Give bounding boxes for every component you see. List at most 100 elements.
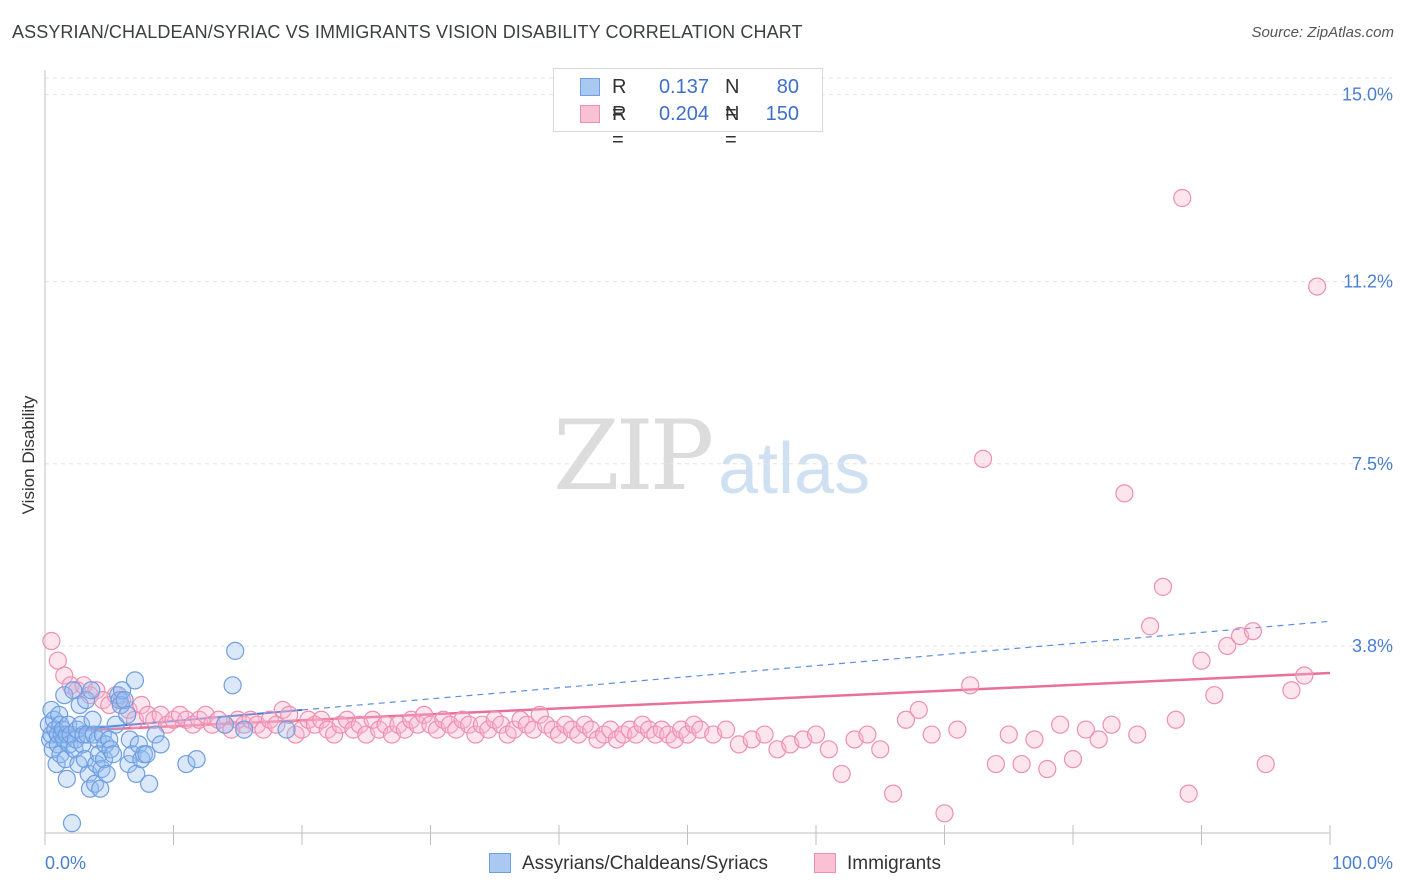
point-immigrants bbox=[1153, 577, 1173, 596]
point-immigrants bbox=[1076, 720, 1095, 739]
point-immigrants bbox=[42, 631, 61, 651]
y-axis-label: Vision Disability bbox=[19, 395, 38, 514]
watermark-zip: ZIP bbox=[553, 400, 714, 512]
point-assyrians bbox=[77, 690, 96, 710]
legend-swatch-assyrians bbox=[489, 853, 511, 873]
point-immigrants bbox=[716, 720, 736, 739]
point-immigrants bbox=[922, 725, 941, 744]
point-immigrants bbox=[1038, 759, 1057, 779]
point-assyrians bbox=[75, 750, 94, 769]
correlation-stats-box: R = 0.137 N = 80 R = 0.204 N = 150 bbox=[553, 68, 823, 151]
stats-n-label: N = bbox=[725, 103, 740, 151]
point-assyrians bbox=[146, 725, 165, 744]
point-immigrants bbox=[408, 715, 427, 734]
point-assyrians bbox=[177, 754, 196, 774]
point-immigrants bbox=[1179, 784, 1198, 803]
x-tick-label-start: 0.0% bbox=[45, 853, 86, 873]
legend-label-assyrians: Assyrians/Chaldeans/Syriacs bbox=[522, 853, 769, 874]
stats-n-value: 150 bbox=[765, 103, 799, 125]
source-label: Source: ZipAtlas.com bbox=[1251, 24, 1394, 41]
point-assyrians bbox=[187, 750, 206, 769]
point-immigrants bbox=[883, 784, 903, 803]
point-assyrians bbox=[55, 686, 74, 705]
point-immigrants bbox=[1012, 754, 1031, 774]
point-immigrants bbox=[1140, 617, 1160, 636]
point-immigrants bbox=[909, 700, 928, 720]
point-assyrians bbox=[137, 745, 156, 764]
point-assyrians bbox=[139, 774, 159, 793]
point-immigrants bbox=[530, 705, 549, 724]
point-immigrants bbox=[376, 715, 395, 734]
point-immigrants bbox=[1115, 484, 1134, 503]
trend-line-assyrians-dashed bbox=[301, 620, 1331, 711]
point-assyrians bbox=[115, 690, 134, 710]
x-tick-label-end: 100.0% bbox=[1332, 853, 1393, 873]
point-assyrians bbox=[277, 720, 296, 739]
point-immigrants bbox=[1218, 636, 1237, 656]
data-points bbox=[39, 188, 1327, 833]
point-immigrants bbox=[1256, 754, 1275, 774]
grid-lines bbox=[45, 77, 1392, 647]
legend-swatch-immigrants bbox=[814, 853, 836, 873]
point-assyrians bbox=[47, 754, 66, 774]
point-immigrants bbox=[1025, 730, 1044, 749]
point-immigrants bbox=[1205, 686, 1224, 705]
point-immigrants bbox=[948, 720, 967, 739]
point-immigrants bbox=[1166, 710, 1185, 729]
axis-labels: 3.8% 7.5% 11.2% 15.0% 0.0% 100.0% Vision Disab… bbox=[19, 85, 1393, 873]
point-immigrants bbox=[1243, 622, 1263, 641]
point-immigrants bbox=[1128, 725, 1147, 744]
y-tick-label: 7.5% bbox=[1352, 454, 1393, 474]
stats-n-label: N = bbox=[725, 76, 740, 124]
point-assyrians bbox=[89, 745, 109, 764]
point-assyrians bbox=[82, 681, 101, 700]
point-assyrians bbox=[125, 671, 145, 690]
point-assyrians bbox=[104, 745, 123, 764]
point-immigrants bbox=[1295, 666, 1314, 685]
legend: Assyrians/Chaldeans/Syriacs Immigrants bbox=[0, 852, 1406, 878]
point-immigrants bbox=[755, 725, 774, 744]
point-immigrants bbox=[459, 715, 479, 734]
axes bbox=[44, 70, 1331, 845]
point-immigrants bbox=[896, 710, 916, 729]
point-assyrians bbox=[97, 764, 116, 784]
point-assyrians bbox=[235, 720, 254, 739]
point-assyrians bbox=[83, 710, 102, 729]
point-immigrants bbox=[806, 725, 826, 744]
point-assyrians bbox=[132, 750, 151, 769]
stats-r-value: 0.137 bbox=[658, 76, 709, 98]
point-immigrants bbox=[1192, 651, 1211, 670]
watermark-atlas: atlas bbox=[718, 429, 871, 509]
y-tick-label: 11.2% bbox=[1343, 272, 1393, 292]
point-assyrians bbox=[95, 750, 114, 769]
point-assyrians bbox=[215, 715, 234, 734]
legend-label-immigrants: Immigrants bbox=[847, 853, 941, 874]
point-immigrants bbox=[1051, 715, 1070, 734]
point-assyrians bbox=[74, 725, 93, 744]
stats-r-label: R = bbox=[612, 103, 627, 151]
point-immigrants bbox=[1173, 188, 1192, 208]
point-immigrants bbox=[858, 725, 877, 744]
point-assyrians bbox=[120, 730, 139, 749]
point-immigrants bbox=[1089, 730, 1108, 749]
point-assyrians bbox=[226, 641, 245, 660]
point-immigrants bbox=[325, 725, 344, 744]
point-immigrants bbox=[832, 764, 851, 784]
point-immigrants bbox=[986, 754, 1006, 774]
point-immigrants bbox=[973, 449, 993, 468]
point-immigrants bbox=[132, 695, 151, 715]
point-immigrants bbox=[1063, 750, 1083, 769]
point-assyrians bbox=[151, 735, 170, 754]
point-immigrants bbox=[55, 666, 74, 685]
point-immigrants bbox=[1308, 277, 1327, 296]
y-tick-label: 15.0% bbox=[1342, 85, 1393, 105]
point-assyrians bbox=[62, 814, 82, 833]
point-assyrians bbox=[101, 740, 120, 759]
point-assyrians bbox=[106, 715, 125, 734]
stats-n-value: 80 bbox=[776, 76, 799, 98]
stats-swatch-assyrians bbox=[580, 78, 600, 96]
point-assyrians bbox=[118, 705, 137, 724]
point-assyrians bbox=[57, 769, 76, 788]
point-immigrants bbox=[935, 804, 954, 823]
